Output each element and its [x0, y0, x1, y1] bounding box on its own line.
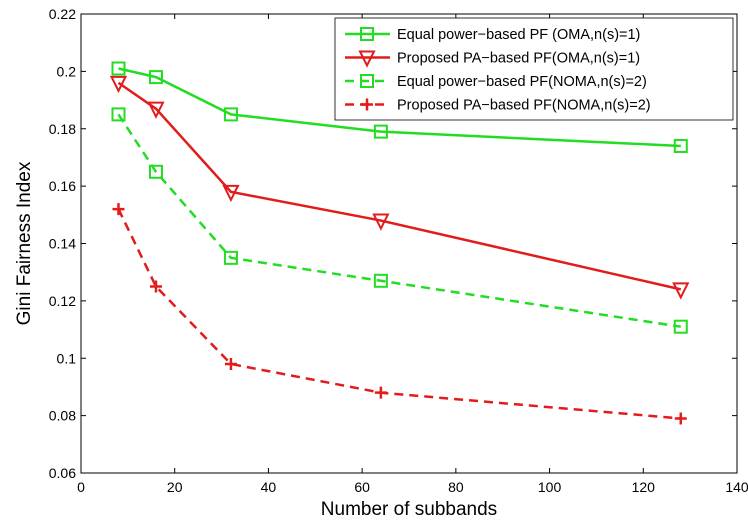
y-tick-label: 0.08	[49, 408, 76, 424]
series-1-point	[673, 138, 688, 153]
legend-label: Proposed PA−based PF(NOMA,n(s)=2)	[397, 98, 651, 114]
x-tick-label: 0	[77, 479, 85, 495]
legend-marker	[360, 74, 374, 88]
legend-marker	[358, 50, 376, 68]
series-2-point	[672, 282, 690, 300]
series-3-line	[117, 113, 681, 328]
series-1-point	[148, 70, 163, 85]
series-2-point	[109, 75, 128, 94]
series-4-line	[117, 208, 681, 420]
series-3-point	[111, 107, 126, 122]
y-tick-label: 0.22	[49, 6, 76, 22]
x-tick-label: 80	[448, 479, 464, 495]
y-tick-label: 0.1	[57, 350, 77, 366]
x-tick-label: 100	[538, 479, 562, 495]
series-4-point	[112, 203, 125, 216]
legend: Equal power−based PF (OMA,n(s)=1) Propose…	[334, 17, 734, 121]
series-1	[111, 61, 688, 153]
x-tick-label: 20	[167, 479, 183, 495]
series-1-point	[223, 107, 238, 122]
y-tick-label: 0.12	[49, 293, 76, 309]
series-3-point	[148, 164, 163, 179]
series-2-line	[117, 81, 682, 291]
series-2-point	[147, 101, 165, 119]
series-1-point	[111, 61, 126, 76]
legend-box	[334, 17, 734, 121]
series-4-point	[224, 357, 237, 370]
legend-item-1: Equal power−based PF (OMA,n(s)=1)	[345, 27, 640, 43]
x-tick-label: 60	[354, 479, 370, 495]
legend-marker	[361, 98, 373, 111]
y-tick-label: 0.2	[57, 63, 77, 79]
series-4-point	[374, 386, 387, 399]
y-tick-label: 0.16	[49, 178, 76, 194]
x-tick-label: 140	[725, 479, 748, 495]
x-tick-label: 120	[632, 479, 656, 495]
y-tick-label: 0.14	[49, 236, 76, 252]
y-axis-label: Gini Fairness Index	[14, 161, 35, 325]
series-4-point	[674, 412, 687, 425]
legend-item-2: Proposed PA−based PF(OMA,n(s)=1)	[345, 50, 640, 68]
series-3	[111, 107, 688, 334]
series-1-point	[373, 124, 388, 139]
series-3-point	[223, 250, 238, 265]
series-4-point	[149, 280, 162, 293]
series-2-point	[222, 184, 240, 203]
x-axis-label: Number of subbands	[321, 499, 497, 520]
y-tick-label: 0.18	[49, 121, 76, 137]
legend-item-3: Equal power−based PF(NOMA,n(s)=2)	[345, 74, 647, 90]
series-4	[112, 203, 687, 425]
legend-label: Proposed PA−based PF(OMA,n(s)=1)	[397, 51, 640, 67]
series-1-line	[118, 67, 681, 148]
legend-label: Equal power−based PF(NOMA,n(s)=2)	[397, 74, 647, 90]
y-tick-label: 0.06	[49, 465, 76, 481]
legend-item-4: Proposed PA−based PF(NOMA,n(s)=2)	[345, 98, 651, 114]
series-3-point	[673, 319, 688, 334]
series-2-point	[372, 213, 390, 231]
tick-marks: 0 20 40 60 80 100 120 140 0.06 0.08 0.1 0.12 0.14 0.1…	[49, 6, 748, 495]
series-3-point	[373, 273, 388, 288]
legend-label: Equal power−based PF (OMA,n(s)=1)	[397, 27, 640, 43]
legend-marker	[360, 27, 374, 41]
series-layer	[109, 61, 690, 425]
series-2	[109, 75, 690, 300]
x-tick-label: 40	[261, 479, 277, 495]
